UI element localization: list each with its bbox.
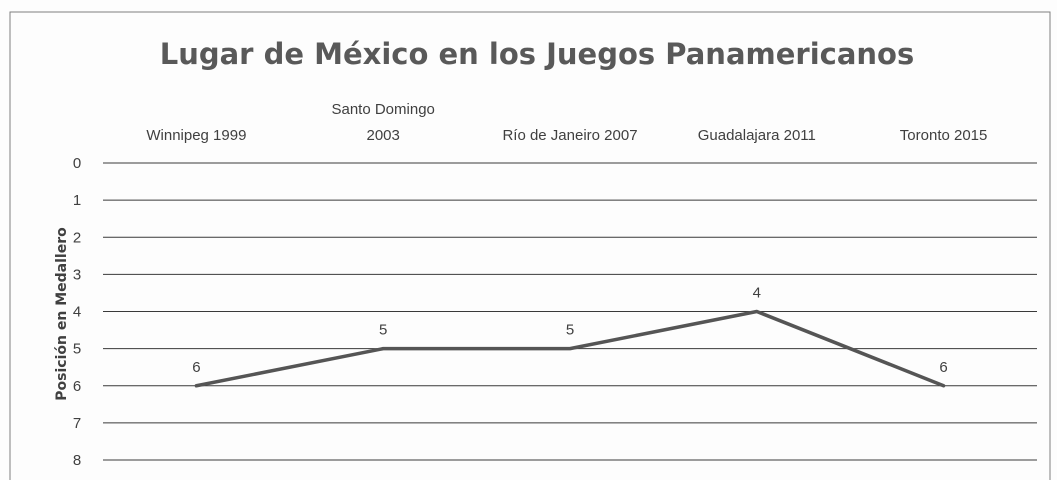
y-tick-label: 7 [73,415,81,432]
series-line [194,309,946,388]
y-tick-label: 3 [73,266,81,283]
data-labels: 6 5 5 4 6 [192,285,948,376]
category-label: Winnipeg 1999 [146,127,246,144]
data-label: 5 [566,322,574,339]
category-label: Río de Janeiro 2007 [502,127,637,144]
data-label: 5 [379,322,387,339]
chart-border [9,11,1051,480]
category-label: 2003 [367,127,400,144]
y-tick-label: 2 [73,229,81,246]
y-axis-label: Posición en Medallero [54,227,70,401]
chart-title: Lugar de México en los Juegos Panamerica… [160,37,915,71]
y-tick-label: 4 [73,304,81,321]
category-label: Guadalajara 2011 [698,127,816,144]
category-labels: Winnipeg 1999 Santo Domingo 2003 Río de Jan… [146,101,987,144]
series-group [194,309,946,388]
gridlines [103,162,1037,461]
data-label: 6 [939,359,947,376]
y-tick-label: 6 [73,378,81,395]
category-label: Toronto 2015 [900,127,988,144]
y-tick-label: 5 [73,341,81,358]
y-tick-label: 1 [73,192,81,209]
data-label: 4 [753,285,761,302]
y-tick-label: 0 [73,155,81,172]
data-label: 6 [192,359,200,376]
category-label: Santo Domingo [331,101,434,118]
y-tick-label: 8 [73,452,81,469]
y-tick-labels: 0 1 2 3 4 5 6 7 8 [73,155,81,469]
